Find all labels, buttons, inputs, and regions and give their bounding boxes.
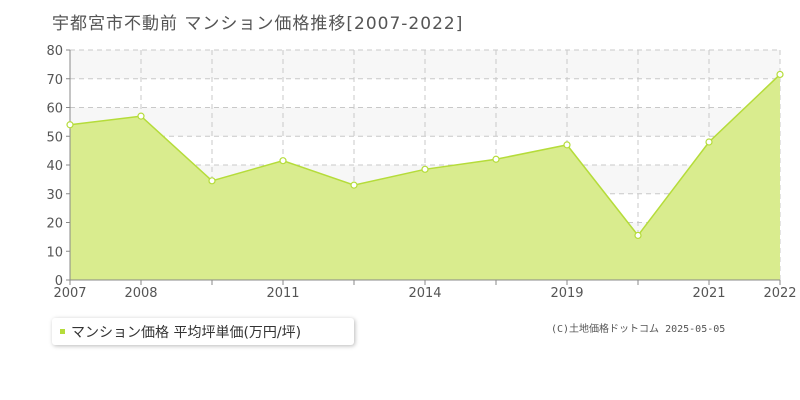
- x-tick-label: 2007: [53, 286, 86, 301]
- x-tick-label: 2022: [763, 286, 796, 301]
- legend-label: マンション価格 平均坪単価(万円/坪): [71, 324, 302, 341]
- x-tick-label: 2008: [124, 286, 157, 301]
- x-tick-label: 2014: [408, 286, 441, 301]
- legend: マンション価格 平均坪単価(万円/坪): [52, 318, 354, 345]
- x-tick-label: 2021: [692, 286, 725, 301]
- series-area: [70, 74, 780, 280]
- y-tick-label: 40: [46, 159, 63, 174]
- data-point: [705, 138, 713, 146]
- chart-title: 宇都宮市不動前 マンション価格推移[2007-2022]: [52, 14, 464, 34]
- y-tick-label: 0: [55, 274, 63, 289]
- data-point: [776, 70, 784, 79]
- data-point: [421, 165, 429, 173]
- data-point: [66, 121, 74, 129]
- data-point: [350, 181, 358, 189]
- y-tick-label: 50: [46, 130, 63, 145]
- data-point: [634, 231, 642, 240]
- data-point: [137, 112, 145, 120]
- data-point: [208, 177, 216, 185]
- y-tick-label: 30: [46, 188, 63, 203]
- copyright-text: (C)土地価格ドットコム 2025-05-05: [551, 324, 726, 335]
- y-tick-label: 80: [46, 44, 63, 59]
- y-tick-label: 70: [46, 73, 63, 88]
- y-tick-label: 60: [46, 102, 63, 117]
- x-tick-label: 2019: [550, 286, 583, 301]
- data-point: [563, 141, 571, 149]
- y-tick-label: 10: [46, 245, 63, 260]
- y-tick-label: 20: [46, 217, 63, 232]
- data-point: [279, 157, 287, 165]
- x-tick-label: 2011: [266, 286, 299, 301]
- data-point: [492, 155, 500, 163]
- legend-marker: [60, 329, 65, 334]
